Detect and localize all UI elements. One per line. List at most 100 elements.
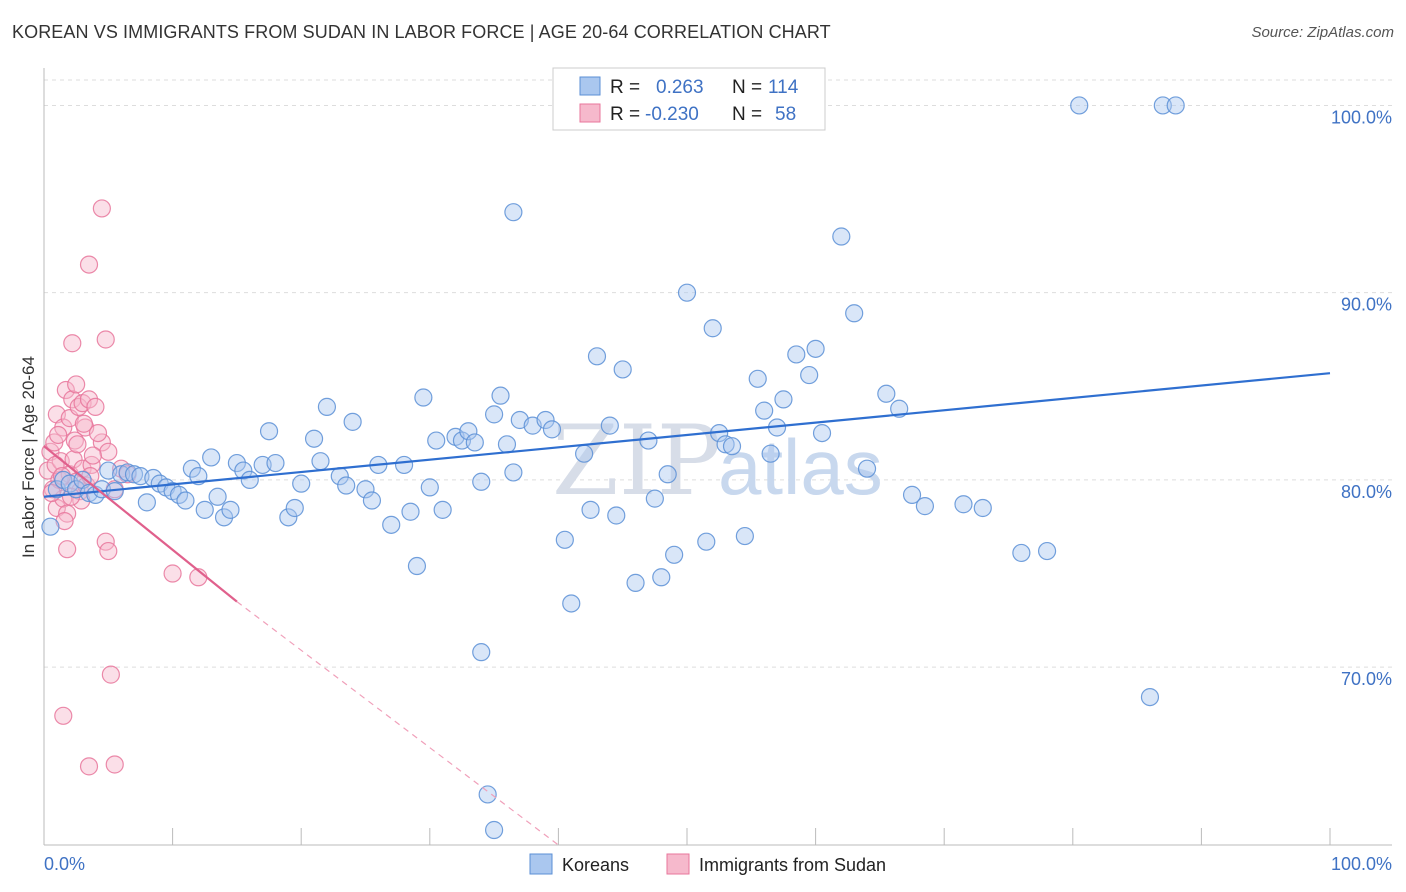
legend-r-label-0: R = [610, 77, 640, 98]
korean-point [755, 401, 774, 420]
x-tick-label-min: 0.0% [44, 854, 85, 874]
korean-point [491, 386, 510, 405]
watermark-atlas: atlas [718, 423, 883, 511]
sudan-point [163, 564, 182, 583]
korean-point [362, 491, 382, 510]
sudan-point [83, 446, 102, 465]
source-label: Source: ZipAtlas.com [1251, 24, 1394, 41]
y-tick-label-90: 90.0% [1341, 295, 1392, 315]
korean-point [735, 526, 754, 546]
korean-point [677, 283, 697, 302]
korean-point [401, 502, 420, 521]
korean-point [954, 495, 973, 514]
korean-point [459, 422, 478, 441]
sudan-point [63, 334, 82, 353]
sudan-point [86, 397, 105, 416]
korean-point [645, 489, 664, 508]
trend-lines [43, 372, 1331, 846]
korean-point [1012, 543, 1031, 563]
sudan-point [101, 665, 120, 684]
korean-point [407, 556, 427, 576]
y-tick-label-80: 80.0% [1341, 482, 1392, 502]
watermark-zip: ZIP [552, 405, 721, 517]
korean-point [800, 365, 819, 385]
korean-point [208, 487, 227, 506]
x-ticks [43, 828, 1331, 845]
korean-point [137, 493, 156, 512]
sudan-point [79, 757, 99, 776]
korean-point [41, 517, 60, 536]
sudan-point [58, 540, 77, 559]
korean-point [311, 452, 330, 471]
korean-point [343, 412, 362, 431]
korean-point [189, 467, 208, 486]
korean-point [806, 339, 825, 358]
legend-r-value-0: 0.263 [656, 77, 704, 98]
korean-point [317, 397, 337, 416]
sudan-point [79, 255, 99, 274]
y-tick-label-70: 70.0% [1341, 669, 1392, 689]
korean-point [857, 459, 877, 478]
korean-point [304, 429, 324, 448]
sudan-point [56, 380, 75, 400]
korean-point [227, 453, 246, 473]
korean-point [394, 455, 414, 475]
korean-point [414, 388, 433, 407]
korean-trend-line [43, 372, 1331, 498]
korean-point [504, 203, 523, 222]
korean-point [562, 594, 581, 613]
korean-point [240, 470, 259, 490]
legend-n-value-0: 114 [768, 77, 799, 98]
korean-point [787, 345, 806, 364]
korean-point [202, 448, 221, 467]
korean-point [124, 465, 144, 484]
korean-point [472, 472, 491, 491]
korean-point [665, 545, 684, 564]
korean-point [626, 573, 645, 592]
korean-point [902, 485, 922, 504]
korean-point [176, 491, 195, 510]
korean-point [1140, 687, 1160, 707]
korean-point [600, 416, 619, 435]
korean-point [1037, 541, 1057, 561]
sudan-trend-extension [236, 601, 559, 846]
korean-point [716, 435, 735, 454]
korean-point [658, 465, 677, 484]
korean-point [485, 820, 504, 840]
legend-r-label-1: R = [610, 104, 640, 125]
bottom-legend-label-sudan: Immigrants from Sudan [699, 855, 886, 875]
korean-point [337, 476, 356, 495]
korean-point [259, 422, 279, 441]
korean-point [845, 304, 864, 323]
sudan-point [105, 755, 124, 774]
korean-point [292, 474, 311, 493]
korean-point [832, 227, 851, 246]
korean-point [266, 453, 285, 473]
korean-point [427, 431, 446, 450]
sudan-point [54, 706, 73, 725]
korean-point [890, 399, 909, 418]
korean-point [485, 405, 504, 424]
korean-point [382, 515, 401, 534]
grid-lines [44, 79, 1392, 668]
sudan-point [74, 414, 93, 433]
sudan-point [88, 423, 108, 443]
korean-point [465, 433, 484, 452]
korean-point [182, 459, 201, 478]
korean-point [234, 461, 253, 480]
sudan-point [99, 442, 118, 461]
korean-point [221, 500, 240, 519]
korean-point [1153, 96, 1172, 115]
korean-point [73, 470, 92, 490]
korean-point [285, 498, 304, 518]
korean-point [472, 643, 491, 662]
legend-n-label-0: N = [732, 77, 762, 98]
korean-point [555, 530, 574, 549]
sudan-point [68, 435, 87, 454]
y-tick-labels: 70.0% 80.0% 90.0% 100.0% [1331, 107, 1392, 689]
sudan-point [92, 199, 111, 218]
sudan-trend-line [43, 445, 238, 603]
legend-n-label-1: N = [732, 104, 762, 125]
y-tick-label-100: 100.0% [1331, 107, 1392, 127]
